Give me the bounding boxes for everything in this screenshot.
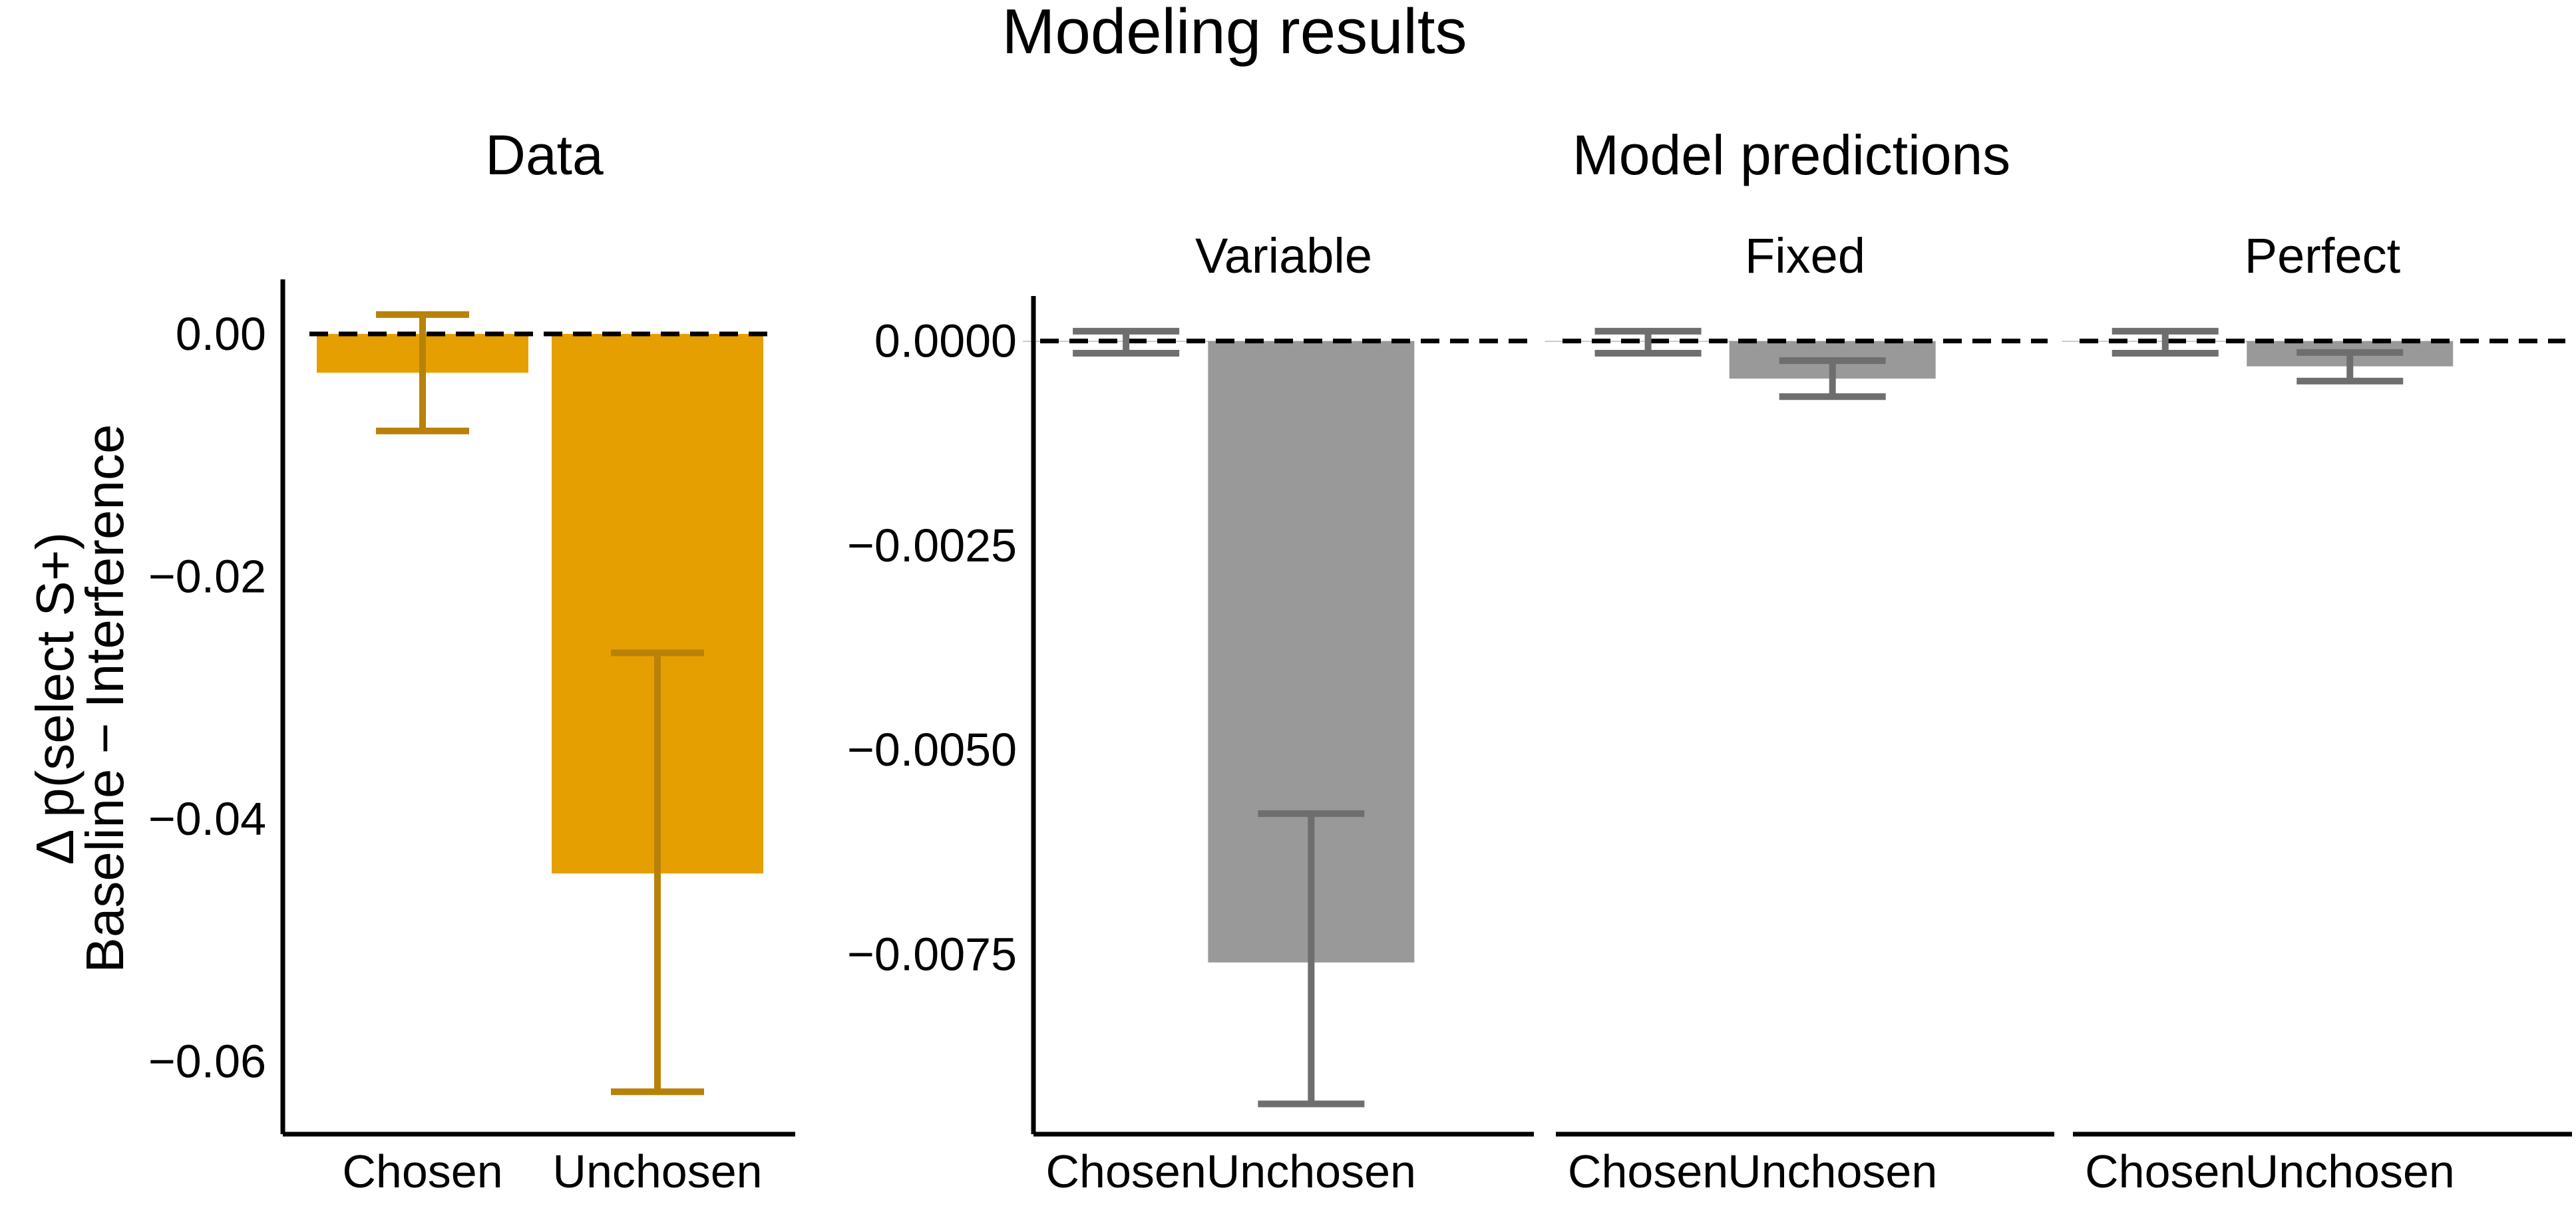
error-bar-unchosen	[1779, 357, 1886, 400]
panel-variable: Variable 0.0000 −0.0025 −0.0050 −0.0075 Chose…	[847, 228, 1534, 1197]
error-bar-chosen	[1073, 327, 1180, 357]
y-tick-label: −0.04	[148, 793, 266, 845]
error-bar-unchosen	[1258, 810, 1365, 1108]
y-axis-label-line2: Baseline − Interference	[75, 424, 134, 973]
x-tick-label-unchosen: Unchosen	[1206, 1145, 1416, 1197]
error-bar-unchosen	[611, 649, 704, 1096]
panel-title-variable: Variable	[1195, 228, 1372, 283]
x-tick-label-unchosen: Unchosen	[2245, 1145, 2455, 1197]
x-tick-label-chosen: Chosen	[2085, 1145, 2245, 1197]
x-tick-label-chosen: Chosen	[342, 1145, 502, 1197]
y-axis-label: Δ p(select S+) Baseline − Interference	[25, 424, 134, 973]
y-tick-label: −0.02	[148, 551, 266, 603]
panel-perfect: Perfect Chosen Unchosen	[2062, 228, 2572, 1197]
y-tick-label: 0.0000	[874, 315, 1017, 367]
x-tick-label-chosen: Chosen	[1568, 1145, 1728, 1197]
panel-data: 0.00 −0.02 −0.04 −0.06 Chosen Unchosen	[148, 279, 795, 1197]
panel-title-fixed: Fixed	[1745, 228, 1865, 283]
x-tick-label-chosen: Chosen	[1045, 1145, 1206, 1197]
y-axis-label-line1: Δ p(select S+)	[25, 532, 85, 865]
x-tick-label-unchosen: Unchosen	[552, 1145, 762, 1197]
figure-title: Modeling results	[1002, 0, 1467, 67]
data-group-title: Data	[485, 124, 604, 186]
error-bar-chosen	[376, 311, 469, 434]
y-tick-label: −0.06	[148, 1036, 266, 1088]
y-tick-label: 0.00	[176, 308, 266, 360]
y-tick-label: −0.0075	[847, 929, 1017, 981]
error-bar-chosen	[1594, 327, 1702, 357]
error-bar-unchosen	[2297, 349, 2404, 384]
panel-title-perfect: Perfect	[2245, 228, 2401, 283]
y-tick-label: −0.0050	[847, 724, 1017, 776]
error-bar-chosen	[2112, 327, 2219, 357]
y-tick-label: −0.0025	[847, 520, 1017, 571]
x-tick-label-unchosen: Unchosen	[1728, 1145, 1937, 1197]
model-group-title: Model predictions	[1572, 124, 2010, 186]
